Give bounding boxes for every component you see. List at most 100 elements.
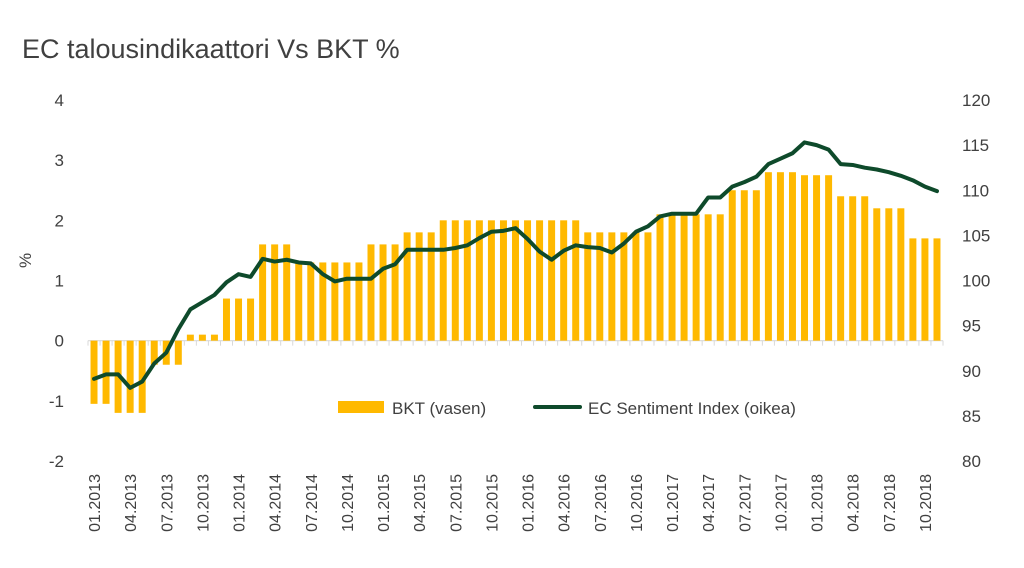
- legend-swatch-bkt: [338, 401, 384, 413]
- x-tick-label: 01.2018: [810, 474, 827, 532]
- bar-bkt-21: [343, 262, 351, 341]
- bar-bkt-14: [259, 244, 267, 341]
- bar-bkt-34: [499, 220, 507, 341]
- bar-bkt-20: [331, 262, 339, 341]
- bar-bkt-5: [150, 340, 158, 365]
- x-tick-label: 01.2016: [521, 474, 538, 532]
- bar-bkt-51: [704, 214, 712, 341]
- bar-bkt-52: [716, 214, 724, 341]
- bar-bkt-15: [271, 244, 279, 341]
- x-tick-label: 10.2016: [629, 474, 646, 532]
- bar-bkt-38: [548, 220, 556, 341]
- bar-bkt-17: [295, 262, 303, 341]
- x-tick-label: 01.2015: [376, 474, 393, 532]
- line-sentiment: [92, 140, 939, 390]
- x-tick-label: 01.2017: [665, 474, 682, 532]
- y-left-tick-label: 3: [55, 151, 64, 170]
- bar-bkt-66: [885, 208, 893, 341]
- bar-bkt-8: [186, 334, 194, 341]
- bar-bkt-57: [776, 172, 784, 341]
- bar-bkt-70: [933, 238, 941, 341]
- y-right-tick-label: 100: [962, 272, 990, 291]
- legend-label-bkt: BKT (vasen): [392, 399, 486, 418]
- bar-bkt-37: [536, 220, 544, 341]
- y-left-tick-label: -1: [49, 392, 64, 411]
- bar-bkt-53: [728, 190, 736, 341]
- bar-bkt-54: [740, 190, 748, 341]
- bar-bkt-35: [512, 220, 519, 341]
- y-left-tick-label: 4: [55, 91, 64, 110]
- bar-bkt-31: [463, 220, 471, 341]
- x-tick-label: 04.2015: [412, 474, 429, 532]
- y-right-tick-label: 95: [962, 317, 981, 336]
- bar-bkt-50: [692, 214, 700, 341]
- bar-bkt-39: [560, 220, 568, 341]
- x-tick-label: 04.2013: [123, 474, 140, 532]
- bar-bkt-69: [921, 238, 929, 341]
- bar-bkt-23: [367, 244, 375, 341]
- x-tick-label: 07.2014: [304, 474, 321, 532]
- bar-bkt-9: [198, 334, 206, 341]
- bar-bkt-63: [849, 196, 857, 341]
- bar-bkt-61: [825, 175, 833, 341]
- bar-bkt-3: [126, 340, 134, 413]
- bar-bkt-28: [427, 232, 435, 341]
- y-left-tick-label: 0: [55, 332, 64, 351]
- bar-bkt-44: [620, 232, 628, 341]
- y-axis-left-ticks: 4 3 2 1 0 -1 -2: [49, 91, 64, 471]
- x-tick-label: 07.2016: [593, 474, 610, 532]
- y-axis-right-ticks: 120 115 110 105 100 95 90 85 80: [962, 91, 990, 471]
- bar-bkt-62: [837, 196, 845, 341]
- line-series-sentiment: [92, 140, 939, 390]
- bar-bkt-49: [680, 214, 688, 341]
- x-tick-label: 01.2014: [232, 474, 249, 532]
- x-tick-label: 07.2015: [448, 474, 465, 532]
- bar-bkt-47: [656, 214, 664, 341]
- y-right-tick-label: 80: [962, 452, 981, 471]
- bar-bkt-12: [235, 298, 243, 341]
- bar-bkt-45: [632, 232, 640, 341]
- x-tick-label: 04.2014: [268, 474, 285, 532]
- x-tick-label: 10.2014: [340, 474, 357, 532]
- y-right-tick-label: 120: [962, 91, 990, 110]
- bar-bkt-68: [909, 238, 917, 341]
- bar-bkt-46: [644, 232, 652, 341]
- bar-bkt-13: [247, 298, 255, 341]
- x-tick-label: 01.2013: [87, 474, 104, 532]
- x-tick-label: 04.2017: [701, 474, 718, 532]
- bar-bkt-32: [475, 220, 483, 341]
- bar-bkt-33: [487, 220, 495, 341]
- chart-title: EC talousindikaattori Vs BKT %: [22, 34, 400, 64]
- y-right-tick-label: 105: [962, 226, 990, 245]
- legend: BKT (vasen) EC Sentiment Index (oikea): [338, 399, 796, 418]
- bar-bkt-64: [861, 196, 869, 341]
- bar-bkt-4: [138, 340, 146, 413]
- bar-bkt-60: [813, 175, 821, 341]
- bar-bkt-41: [584, 232, 592, 341]
- x-tick-label: 10.2013: [195, 474, 212, 532]
- bar-bkt-55: [752, 190, 760, 341]
- bar-bkt-65: [873, 208, 881, 341]
- bar-bkt-40: [572, 220, 580, 341]
- bar-bkt-26: [403, 232, 411, 341]
- bar-bkt-48: [668, 214, 676, 341]
- bar-bkt-58: [788, 172, 796, 341]
- bar-bkt-29: [439, 220, 447, 341]
- x-axis-ticks: 01.2013 04.2013 07.2013 10.2013 01.2014 04.20…: [87, 474, 935, 532]
- legend-label-sentiment: EC Sentiment Index (oikea): [588, 399, 796, 418]
- bar-bkt-1: [102, 340, 110, 404]
- bar-bkt-30: [451, 220, 459, 341]
- y-left-tick-label: 2: [55, 211, 64, 230]
- bar-bkt-67: [897, 208, 905, 341]
- bar-bkt-56: [764, 172, 772, 341]
- y-right-tick-label: 115: [962, 136, 989, 155]
- bar-bkt-59: [801, 175, 808, 341]
- x-tick-label: 07.2013: [159, 474, 176, 532]
- x-tick-label: 04.2016: [557, 474, 574, 532]
- bar-bkt-11: [222, 298, 230, 341]
- y-right-tick-label: 110: [962, 181, 989, 200]
- bar-bkt-16: [283, 244, 291, 341]
- bar-bkt-7: [174, 340, 182, 365]
- bar-bkt-22: [355, 262, 363, 341]
